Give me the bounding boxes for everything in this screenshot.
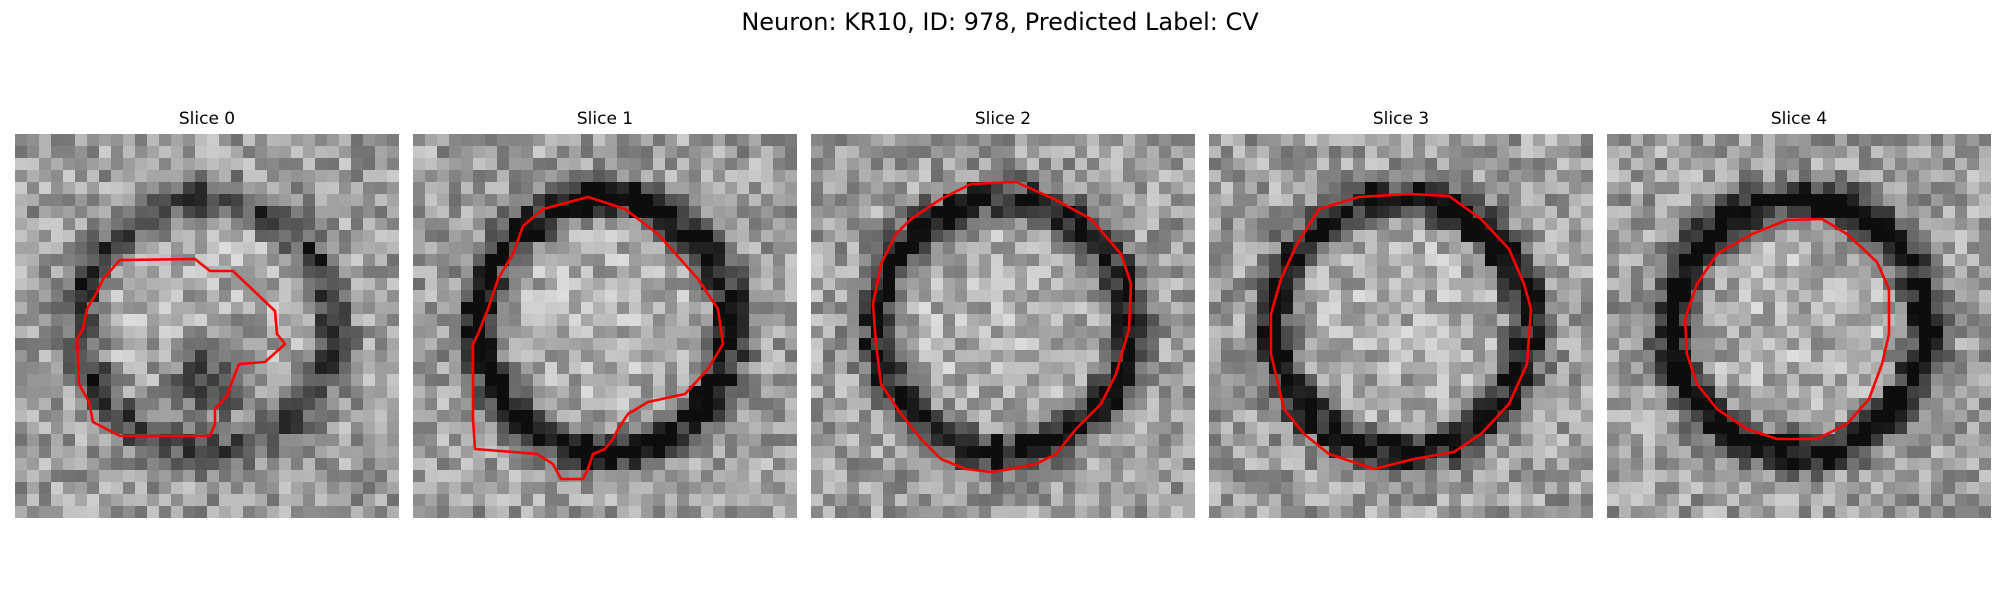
slice-1-contour <box>471 195 725 481</box>
slice-2-image <box>811 134 1195 518</box>
slice-4-contour <box>1683 217 1891 441</box>
slice-2-title: Slice 2 <box>974 109 1032 129</box>
slice-1-title: Slice 1 <box>576 109 634 129</box>
slice-0-title: Slice 0 <box>178 109 236 129</box>
slice-3-pixels <box>1209 134 1593 518</box>
slice-2-pixels <box>811 134 1195 518</box>
slice-3-contour <box>1269 192 1533 471</box>
slice-3-title: Slice 3 <box>1372 109 1430 129</box>
slice-4-pixels <box>1607 134 1991 518</box>
slice-4-image <box>1607 134 1991 518</box>
slice-1-pixels <box>413 134 797 518</box>
figure-title: Neuron: KR10, ID: 978, Predicted Label: … <box>741 8 1259 36</box>
slice-0-contour <box>75 257 287 438</box>
slice-1-image <box>413 134 797 518</box>
slice-0-pixels <box>15 134 399 518</box>
slice-2-contour <box>871 180 1133 474</box>
slice-4-title: Slice 4 <box>1770 109 1828 129</box>
slice-3-image <box>1209 134 1593 518</box>
slice-0-image <box>15 134 399 518</box>
